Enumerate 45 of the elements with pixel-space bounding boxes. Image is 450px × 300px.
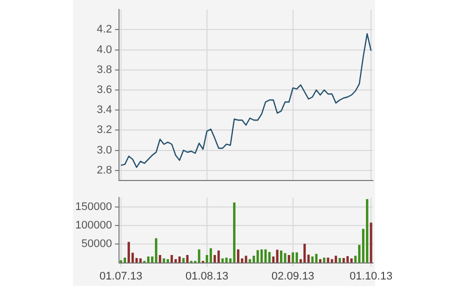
bar bbox=[248, 259, 252, 263]
y-tick-label: 3.4 bbox=[96, 104, 112, 116]
x-tick-label: 02.09.13 bbox=[271, 270, 314, 282]
bar bbox=[276, 250, 278, 263]
bar bbox=[210, 248, 212, 263]
bar bbox=[237, 249, 240, 263]
y-tick-label: 50000 bbox=[81, 238, 112, 250]
bar bbox=[280, 250, 282, 263]
y-tick-label: 3.0 bbox=[96, 144, 112, 156]
bar bbox=[342, 258, 345, 263]
bar bbox=[303, 244, 306, 263]
bar bbox=[154, 238, 158, 263]
y-tick-label: 4.2 bbox=[96, 24, 112, 36]
bar bbox=[233, 202, 236, 263]
y-tick-label: 2.8 bbox=[96, 164, 112, 176]
bar bbox=[366, 199, 368, 263]
y-tick-label: 150000 bbox=[75, 200, 112, 213]
bar bbox=[256, 250, 259, 263]
x-tick-label: 01.10.13 bbox=[350, 270, 392, 282]
bar bbox=[338, 258, 341, 263]
x-tick-label: 01.08.13 bbox=[186, 270, 228, 282]
bar bbox=[315, 254, 318, 263]
y-tick-label: 100000 bbox=[75, 220, 112, 232]
y-tick-label: 3.6 bbox=[96, 84, 112, 96]
x-tick-label: 01.07.13 bbox=[100, 270, 142, 282]
bar bbox=[334, 256, 338, 263]
bar bbox=[322, 258, 326, 263]
bar bbox=[147, 256, 150, 263]
y-tick-label: 3.8 bbox=[96, 64, 112, 76]
bar bbox=[198, 249, 200, 263]
bar bbox=[186, 254, 189, 263]
bar bbox=[214, 254, 216, 263]
bar bbox=[260, 249, 263, 263]
bar bbox=[346, 256, 349, 263]
bar bbox=[128, 242, 130, 263]
bar bbox=[170, 254, 173, 263]
bar bbox=[319, 259, 322, 263]
bar bbox=[296, 252, 298, 263]
bar bbox=[124, 258, 126, 263]
y-tick-label: 4.0 bbox=[96, 44, 112, 56]
bar bbox=[292, 252, 294, 263]
bar bbox=[217, 250, 220, 263]
bar bbox=[166, 259, 170, 263]
bar bbox=[174, 259, 177, 263]
y-tick-label: 3.2 bbox=[96, 124, 112, 136]
